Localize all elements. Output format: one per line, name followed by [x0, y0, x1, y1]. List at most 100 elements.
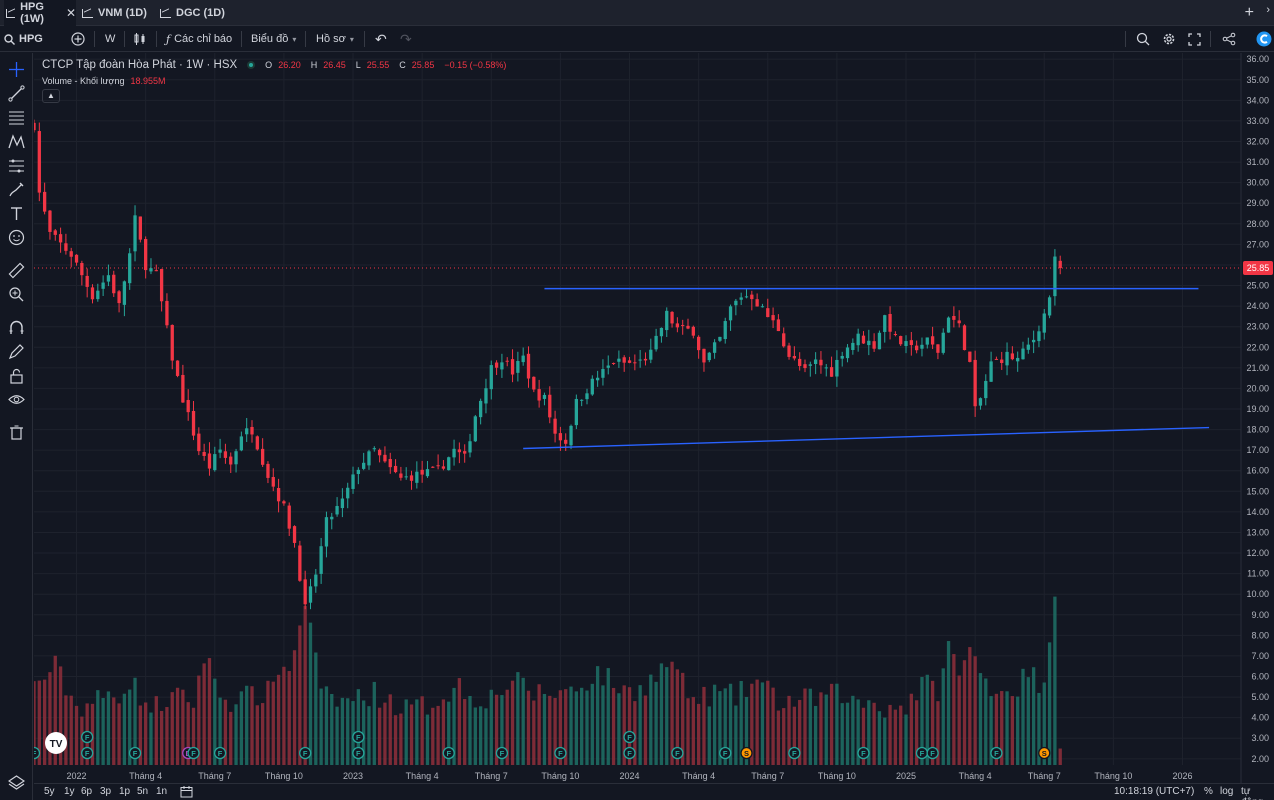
volume-bar: [308, 622, 313, 765]
event-markers[interactable]: FFFDFFFFFFFFFFSFFFFFSFFF: [34, 730, 1051, 760]
brush-tool[interactable]: [8, 181, 25, 198]
range-1y[interactable]: 1y: [64, 786, 75, 797]
volume-bar: [388, 694, 392, 765]
event-marker-f[interactable]: F: [623, 746, 636, 760]
event-marker-f[interactable]: F: [187, 746, 200, 760]
volume-bar: [580, 687, 584, 765]
range-1m[interactable]: 1p: [119, 786, 131, 797]
lock-tool[interactable]: [8, 367, 25, 384]
ohlc-open-key: O: [265, 60, 273, 70]
trendline[interactable]: [523, 426, 1210, 450]
settings-button[interactable]: [1162, 26, 1176, 52]
event-marker-f[interactable]: F: [623, 730, 636, 744]
event-marker-f[interactable]: F: [495, 746, 509, 760]
volume-bar: [989, 696, 993, 765]
chart-type-label: Biểu đồ: [251, 33, 289, 45]
event-marker-f[interactable]: F: [671, 746, 684, 760]
share-button[interactable]: [1222, 26, 1236, 52]
magnet-tool[interactable]: [8, 319, 25, 336]
event-marker-f[interactable]: F: [719, 746, 732, 760]
candle-body: [707, 352, 711, 361]
event-marker-f[interactable]: F: [857, 746, 870, 760]
event-marker-f[interactable]: F: [81, 730, 94, 744]
event-marker-f[interactable]: F: [128, 746, 142, 760]
event-marker-s[interactable]: S: [1038, 746, 1051, 760]
candle-body: [994, 358, 999, 360]
object-tree-tool[interactable]: [7, 774, 26, 791]
event-marker-f[interactable]: F: [81, 746, 94, 760]
log-toggle[interactable]: log: [1220, 786, 1234, 797]
tab-hpg[interactable]: HPG (1W) ✕: [4, 0, 76, 26]
event-marker-f[interactable]: F: [299, 746, 312, 760]
visibility-tool[interactable]: [8, 391, 25, 408]
range-5d[interactable]: 5n: [137, 786, 149, 797]
emoji-tool[interactable]: [8, 229, 25, 246]
time-axis[interactable]: 2022 Tháng 4 Tháng 7 Tháng 10 2023 Tháng 4 Thá…: [67, 771, 1193, 781]
auto-scale-toggle[interactable]: tự động: [1241, 786, 1263, 800]
candle-body: [271, 477, 275, 487]
range-5y[interactable]: 5y: [44, 786, 55, 797]
compare-button[interactable]: [71, 26, 85, 52]
indicators-button[interactable]: ƒ Các chỉ báo: [166, 26, 232, 52]
fullscreen-button[interactable]: [1188, 26, 1201, 52]
event-marker-f[interactable]: F: [554, 746, 567, 760]
chevron-right-icon[interactable]: ›: [1266, 4, 1270, 16]
profile-button[interactable]: Hồ sơ ▾: [316, 26, 354, 52]
event-marker-f[interactable]: F: [352, 746, 365, 760]
chart-type-button[interactable]: Biểu đồ ▾: [251, 26, 296, 52]
trendline-tool[interactable]: [8, 85, 25, 102]
candle-body: [64, 243, 68, 251]
clock-display[interactable]: 10:18:19 (UTC+7): [1114, 786, 1195, 797]
event-marker-f[interactable]: F: [926, 746, 939, 760]
add-tab-icon[interactable]: +: [1244, 4, 1254, 21]
range-6m[interactable]: 6p: [81, 786, 93, 797]
fib-tool[interactable]: [8, 109, 25, 126]
time-tick-label: Tháng 4: [406, 771, 439, 781]
volume-bar: [606, 668, 610, 765]
close-icon[interactable]: ✕: [65, 6, 76, 20]
price-axis[interactable]: 36.00 35.00 34.00 33.00 32.00 31.00 30.00 29.00…: [1243, 54, 1273, 764]
quick-search-button[interactable]: [1136, 26, 1150, 52]
time-tick-label: Tháng 10: [818, 771, 856, 781]
event-marker-f[interactable]: F: [34, 746, 41, 760]
stay-in-drawing-tool[interactable]: [8, 343, 25, 360]
volume-bar: [872, 702, 876, 765]
range-1d[interactable]: 1n: [156, 786, 168, 797]
event-marker-f[interactable]: F: [788, 746, 801, 760]
candles-button[interactable]: [134, 26, 146, 52]
trendlines[interactable]: [523, 287, 1210, 450]
price-chart[interactable]: FFFDFFFFFFFFFFSFFFFFSFFF 36.0035.0034.00…: [34, 53, 1274, 783]
event-marker-f[interactable]: F: [990, 746, 1003, 760]
volume-bar: [144, 702, 148, 765]
crosshair-tool[interactable]: [8, 61, 25, 78]
candle-body: [564, 439, 568, 444]
tab-dgc[interactable]: DGC (1D): [160, 0, 230, 26]
text-tool[interactable]: [8, 205, 25, 222]
collapse-legend-button[interactable]: ▲: [42, 89, 60, 103]
redo-button[interactable]: ↷: [400, 26, 412, 52]
forecast-tool[interactable]: [8, 157, 25, 174]
symbol-search[interactable]: HPG: [4, 26, 43, 52]
goto-date-button[interactable]: [180, 785, 193, 800]
app-logo[interactable]: [1256, 26, 1272, 52]
interval-button[interactable]: W: [105, 26, 115, 52]
pattern-tool[interactable]: [8, 133, 25, 150]
measure-tool[interactable]: [8, 262, 25, 279]
volume-bar: [516, 672, 520, 765]
event-marker-f[interactable]: F: [915, 746, 929, 760]
event-marker-f[interactable]: F: [352, 730, 365, 744]
event-marker-s[interactable]: S: [740, 746, 753, 760]
candle-body: [819, 359, 823, 366]
volume-bar: [96, 690, 100, 765]
candle-body: [835, 359, 839, 377]
zoom-tool[interactable]: [8, 286, 25, 303]
remove-tool[interactable]: [8, 424, 25, 441]
event-marker-f[interactable]: F: [442, 746, 455, 760]
volume-bar: [1026, 677, 1030, 765]
range-3m[interactable]: 3p: [100, 786, 112, 797]
percent-toggle[interactable]: %: [1204, 786, 1213, 797]
tab-vnm[interactable]: VNM (1D): [82, 0, 152, 26]
event-marker-f[interactable]: F: [213, 746, 227, 760]
candle-body: [904, 341, 908, 347]
undo-button[interactable]: ↶: [375, 26, 387, 52]
